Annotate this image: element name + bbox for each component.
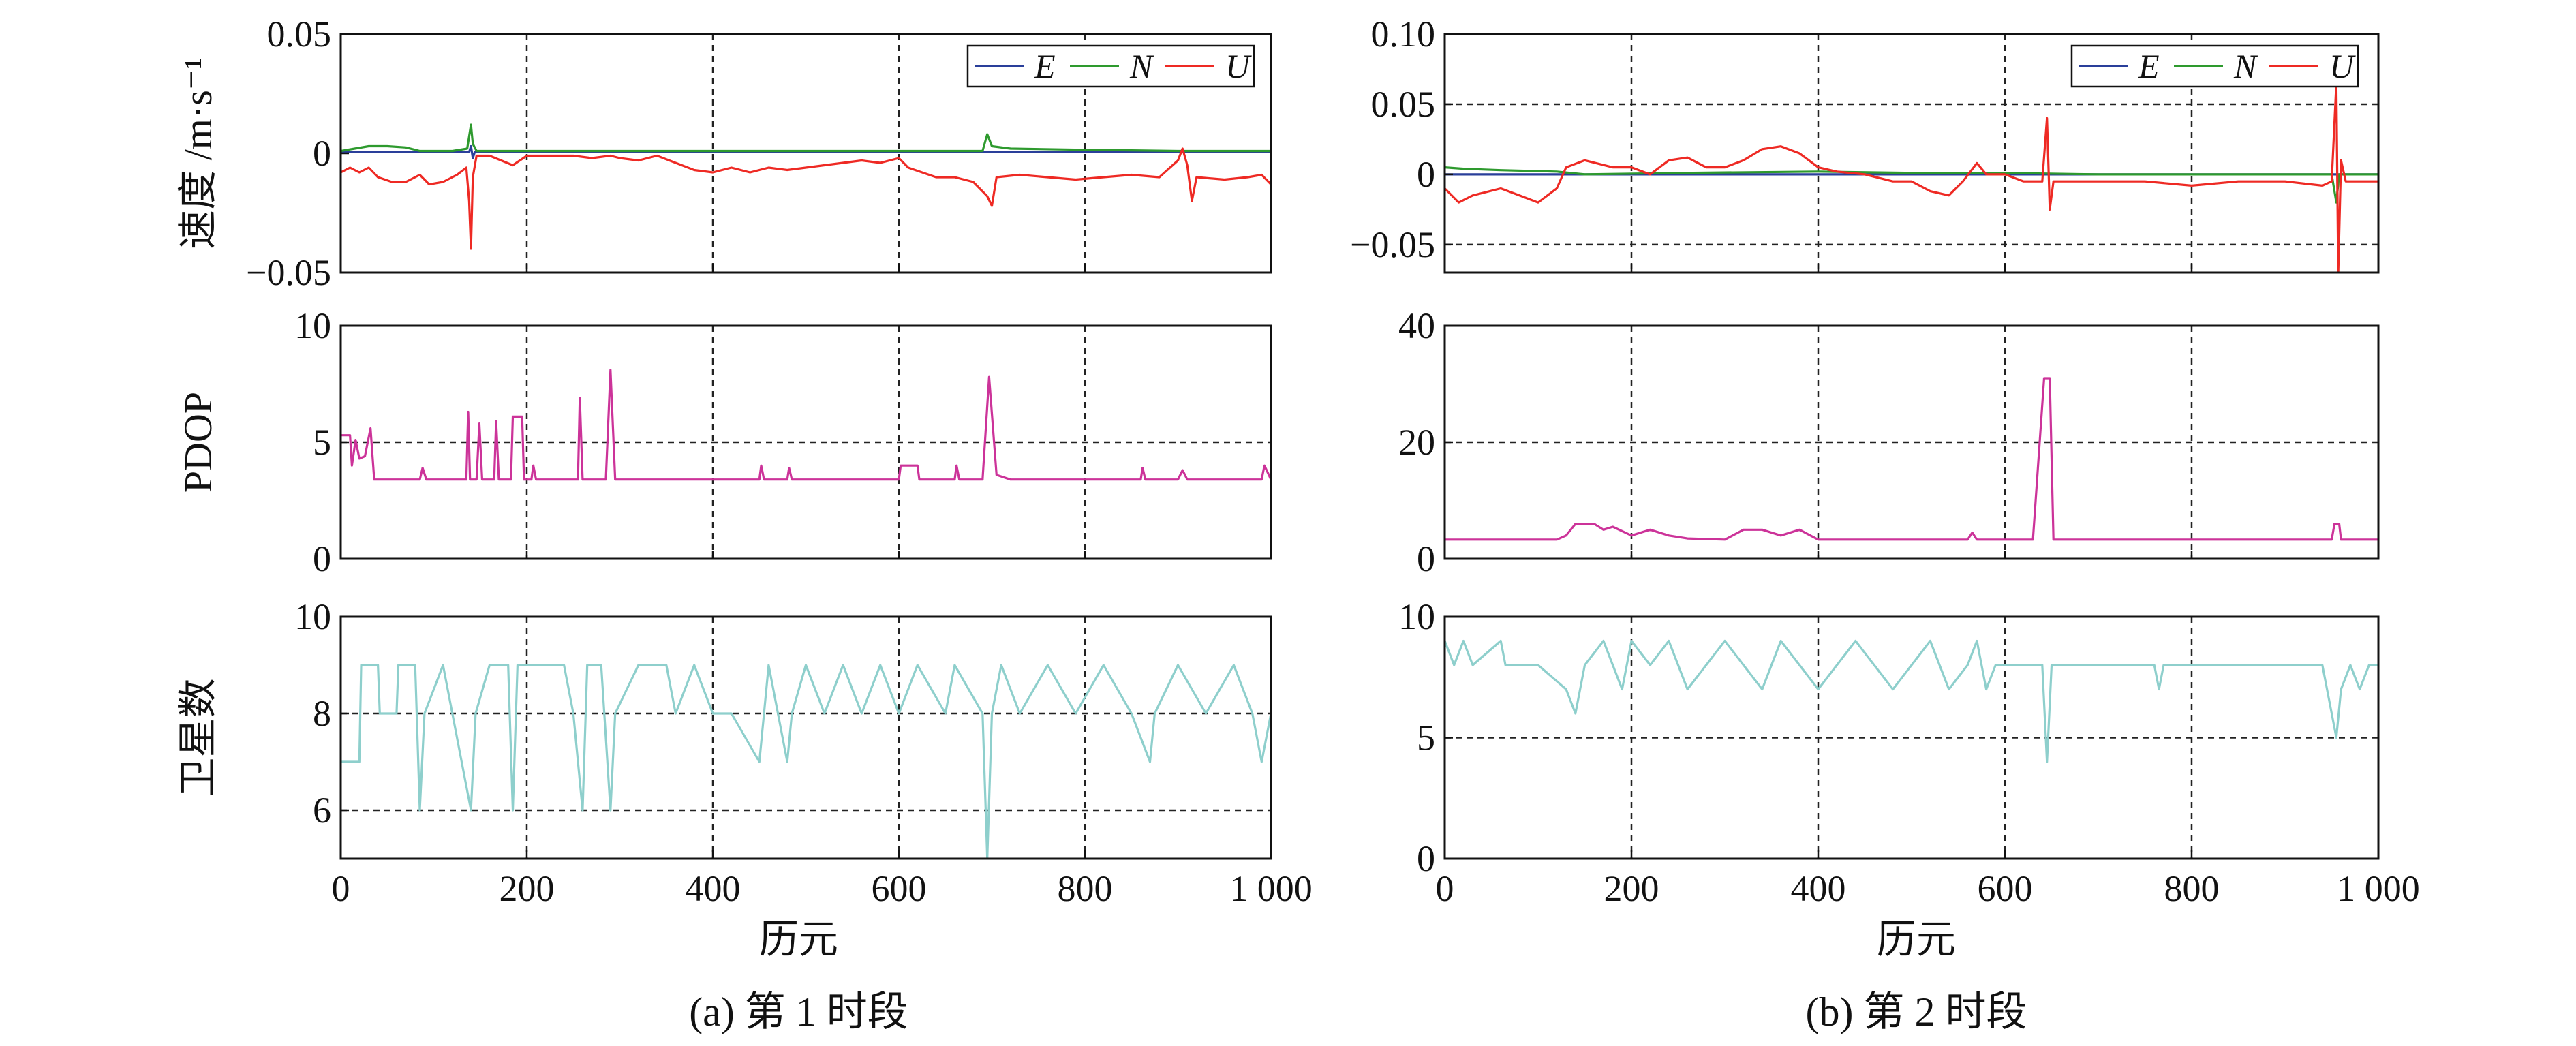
y-tick-label: 10 <box>294 596 331 637</box>
y-axis-title: 速度 /m·s⁻¹ <box>176 57 220 249</box>
series-line-value <box>1445 377 2378 541</box>
series-line-value <box>341 369 1271 481</box>
y-tick-label: 5 <box>313 422 331 463</box>
chart-b-satellites: 0 5 10 0 200 400 600 800 1 000 <box>1398 596 2420 909</box>
legend-label-u: U <box>1225 47 1252 85</box>
x-axis-title-b: 历元 <box>1877 917 1956 962</box>
x-tick-label: 800 <box>1058 868 1113 909</box>
plot-frame <box>339 615 1272 860</box>
y-tick-label: 0 <box>1417 838 1435 879</box>
series-line-value <box>1445 639 2378 763</box>
y-tick-label: 0.05 <box>267 14 332 55</box>
y-tick-label: −0.05 <box>1350 224 1435 265</box>
legend-label-u: U <box>2329 47 2356 85</box>
x-tick-label: 1 000 <box>2337 868 2420 909</box>
legend-label-e: E <box>2138 47 2160 85</box>
y-tick-label: 8 <box>313 693 331 734</box>
plot-frame <box>1443 33 2380 274</box>
legend-label-n: N <box>2233 47 2258 85</box>
series-line-e <box>341 144 1271 159</box>
y-tick-label: 10 <box>1398 596 1435 637</box>
y-tick-label: 0 <box>313 538 331 579</box>
y-tick-label: 10 <box>294 305 331 346</box>
chart-a-satellites: 6 8 10 0 200 400 600 800 1 000 卫星数 <box>176 596 1313 909</box>
x-tick-label: 0 <box>332 868 350 909</box>
x-tick-label: 600 <box>1978 868 2033 909</box>
x-tick-label: 600 <box>872 868 927 909</box>
y-tick-label: −0.05 <box>246 252 331 293</box>
y-tick-label: 0 <box>1417 538 1435 579</box>
chart-b-velocity: −0.05 0 0.05 0.10 E N U <box>1350 14 2380 274</box>
plot-frame <box>1443 615 2380 860</box>
y-tick-label: 20 <box>1398 422 1435 463</box>
y-tick-label: 0 <box>313 133 331 174</box>
x-tick-label: 400 <box>686 868 741 909</box>
chart-b-pdop: 0 20 40 <box>1398 305 2380 579</box>
y-tick-label: 0.05 <box>1371 84 1436 125</box>
chart-a-velocity: −0.05 0 0.05 速度 /m·s⁻¹ E N U <box>176 14 1272 293</box>
x-tick-label: 800 <box>2164 868 2220 909</box>
x-axis-title-a: 历元 <box>759 917 838 962</box>
x-tick-label: 0 <box>1436 868 1454 909</box>
x-tick-label: 200 <box>500 868 555 909</box>
captions-layer: (a) 第 1 时段 (b) 第 2 时段 历元 历元 <box>689 917 2027 1034</box>
series-line-u <box>1445 82 2378 273</box>
y-tick-label: 5 <box>1417 718 1435 758</box>
y-axis-title: PDOP <box>176 392 220 493</box>
x-tick-label: 1 000 <box>1229 868 1313 909</box>
y-tick-label: 40 <box>1398 305 1435 346</box>
y-tick-label: 6 <box>313 790 331 831</box>
caption-b: (b) 第 2 时段 <box>1806 989 2027 1034</box>
x-tick-label: 400 <box>1791 868 1846 909</box>
legend-label-n: N <box>1129 47 1154 85</box>
caption-a: (a) 第 1 时段 <box>689 989 908 1034</box>
chart-a-pdop: 0 5 10 PDOP <box>176 305 1272 579</box>
series-line-n <box>1445 166 2378 204</box>
series-line-value <box>341 664 1271 859</box>
x-tick-label: 200 <box>1604 868 1659 909</box>
y-axis-title: 卫星数 <box>176 678 220 797</box>
y-tick-label: 0.10 <box>1371 14 1436 55</box>
series-line-n <box>341 123 1271 153</box>
legend-label-e: E <box>1034 47 1056 85</box>
y-tick-label: 0 <box>1417 154 1435 195</box>
series-line-u <box>341 147 1271 250</box>
